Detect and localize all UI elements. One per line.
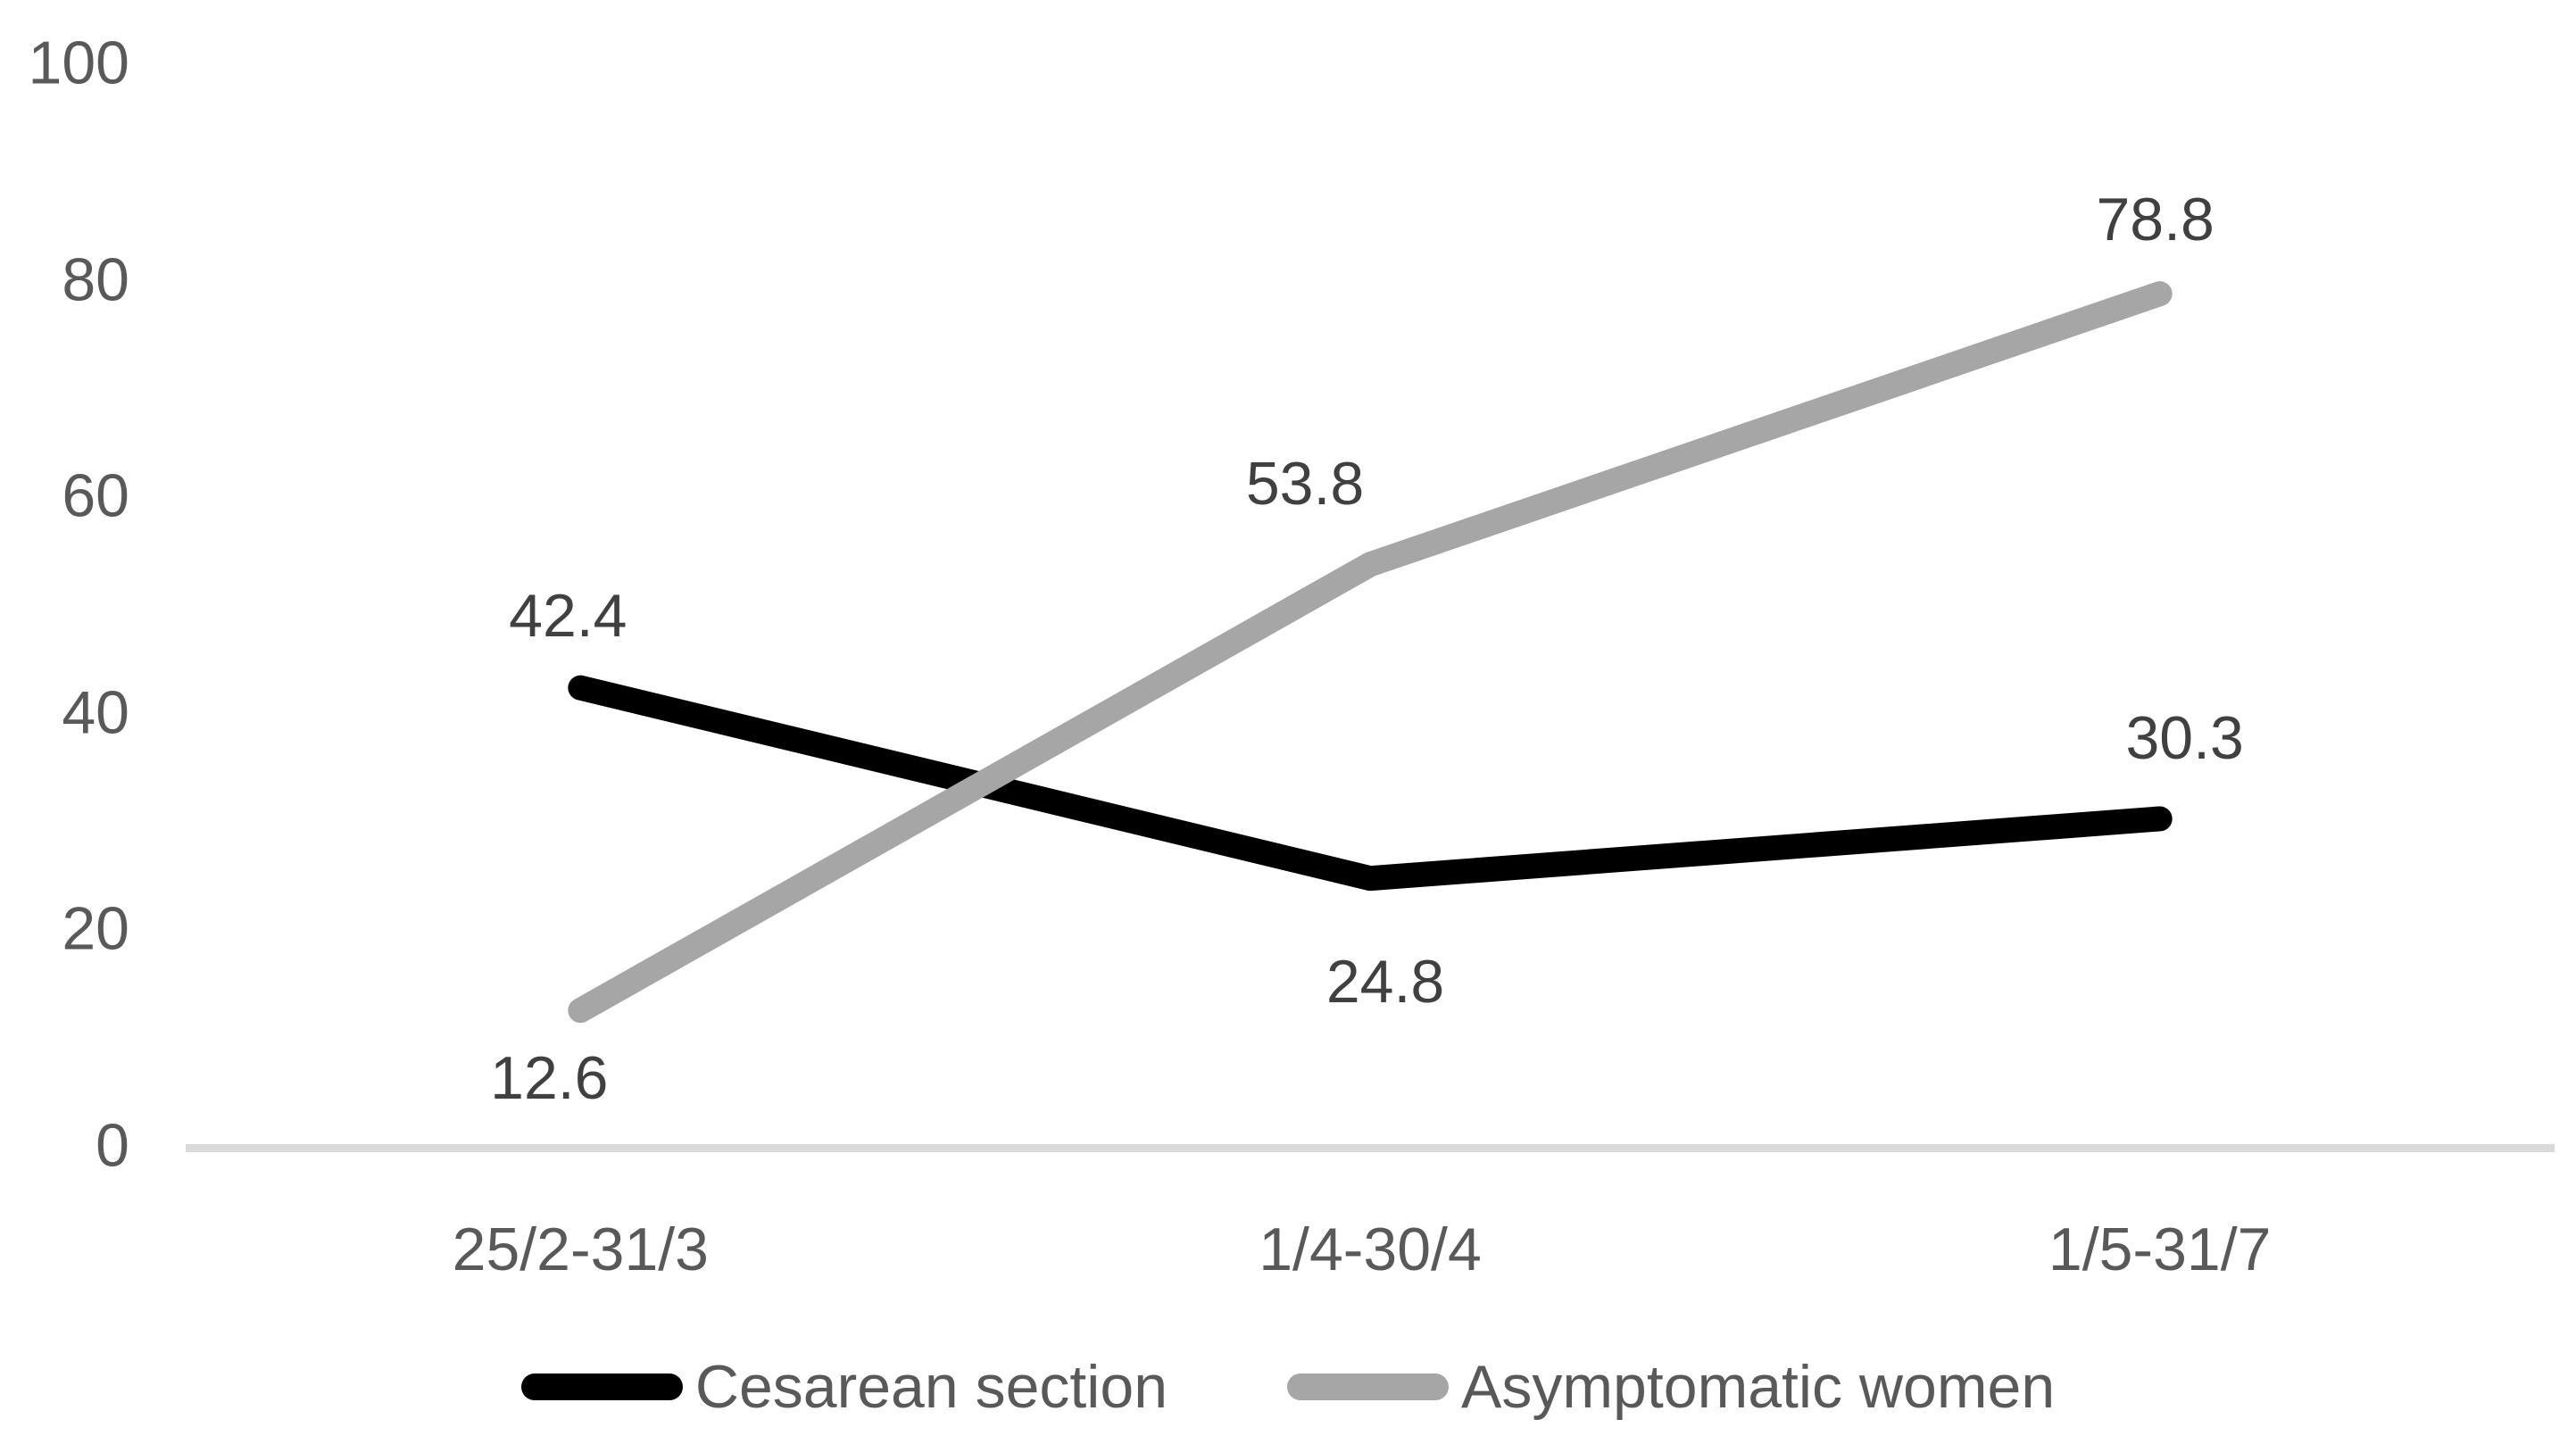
data-label: 30.3 bbox=[2125, 704, 2244, 773]
data-label: 42.4 bbox=[509, 581, 627, 650]
legend-label-asymptomatic-women: Asymptomatic women bbox=[1461, 1353, 2056, 1421]
y-tick-label: 80 bbox=[62, 245, 129, 314]
legend-label-cesarean-section: Cesarean section bbox=[694, 1353, 1168, 1421]
y-tick-label: 40 bbox=[62, 678, 129, 747]
x-category-label: 1/4-30/4 bbox=[1259, 1216, 1482, 1283]
legend: Cesarean section Asymptomatic women bbox=[0, 1350, 2576, 1423]
y-tick-label: 100 bbox=[28, 29, 129, 97]
x-category-label: 1/5-31/7 bbox=[2048, 1216, 2272, 1283]
x-category-label: 25/2-31/3 bbox=[452, 1216, 709, 1283]
legend-item-cesarean-section: Cesarean section bbox=[520, 1352, 1168, 1422]
legend-line-swatch-gray bbox=[1287, 1373, 1450, 1400]
legend-line-swatch-black bbox=[520, 1373, 683, 1400]
data-label: 12.6 bbox=[490, 1044, 609, 1113]
series-line-0 bbox=[568, 675, 2173, 892]
series-line-1 bbox=[568, 281, 2173, 1024]
legend-item-asymptomatic-women: Asymptomatic women bbox=[1287, 1352, 2055, 1422]
data-label: 78.8 bbox=[2096, 186, 2215, 254]
y-tick-label: 0 bbox=[96, 1111, 129, 1180]
y-tick-label: 20 bbox=[62, 894, 129, 963]
data-label: 53.8 bbox=[1245, 450, 1365, 519]
data-label: 24.8 bbox=[1325, 948, 1445, 1017]
y-tick-label: 60 bbox=[62, 461, 129, 530]
